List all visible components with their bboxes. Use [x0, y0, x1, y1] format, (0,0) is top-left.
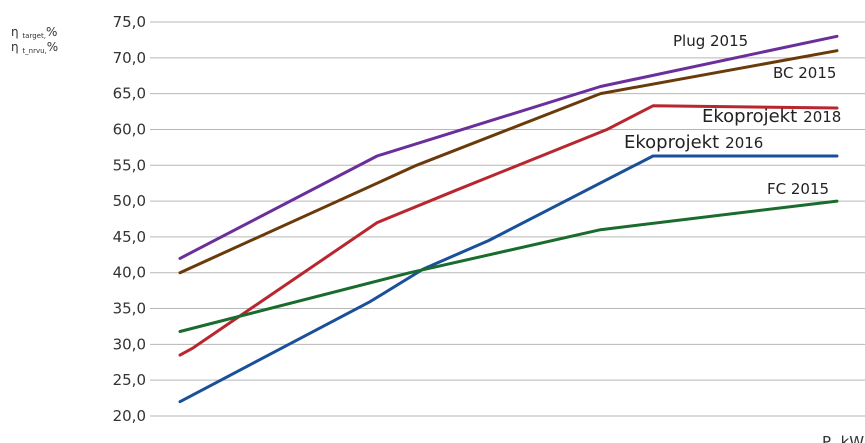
y-tick-label: 25,0 — [113, 371, 146, 389]
series-label-fc-2015: FC 2015 — [767, 180, 829, 198]
y-tick-label: 35,0 — [113, 300, 146, 318]
series-line-ekoprojekt-2016 — [178, 154, 839, 404]
y-tick-label: 40,0 — [113, 264, 146, 282]
x-axis-label-text: P, kW — [822, 433, 864, 443]
series-line-plug-2015 — [178, 34, 839, 260]
series-line-bc-2015 — [178, 49, 839, 275]
x-axis-label: P, kW — [822, 433, 864, 443]
series-line-ekoprojekt-2018 — [178, 104, 839, 357]
y-tick-labels: 75,0 70,0 65,0 60,0 55,0 50,0 45,0 40,0 35,0 30,0… — [113, 13, 146, 425]
series-lines — [178, 34, 839, 404]
y-tick-label: 70,0 — [113, 49, 146, 67]
series-labels: Plug 2015 BC 2015 Ekoprojekt 2018 Ekoprojekt… — [624, 32, 841, 198]
y-tick-label: 30,0 — [113, 335, 146, 353]
y-tick-label: 65,0 — [113, 85, 146, 103]
grid-lines — [150, 21, 865, 417]
series-label-ekoprojekt-2018: Ekoprojekt 2018 — [702, 106, 841, 127]
series-label-bc-2015: BC 2015 — [773, 64, 836, 82]
y-tick-label: 55,0 — [113, 156, 146, 174]
y-axis-label: η target,%η t_nrvu,% — [11, 25, 58, 55]
y-axis-label-line: η target,% — [11, 25, 57, 40]
y-tick-label: 60,0 — [113, 120, 146, 138]
y-tick-label: 20,0 — [113, 407, 146, 425]
y-tick-label: 50,0 — [113, 192, 146, 210]
y-tick-label: 45,0 — [113, 228, 146, 246]
y-axis-label-line: η t_nrvu,% — [11, 40, 58, 55]
y-tick-label: 75,0 — [113, 13, 146, 31]
series-label-ekoprojekt-2016: Ekoprojekt 2016 — [624, 132, 763, 153]
series-label-plug-2015: Plug 2015 — [673, 32, 748, 50]
series-line-fc-2015 — [178, 199, 839, 333]
